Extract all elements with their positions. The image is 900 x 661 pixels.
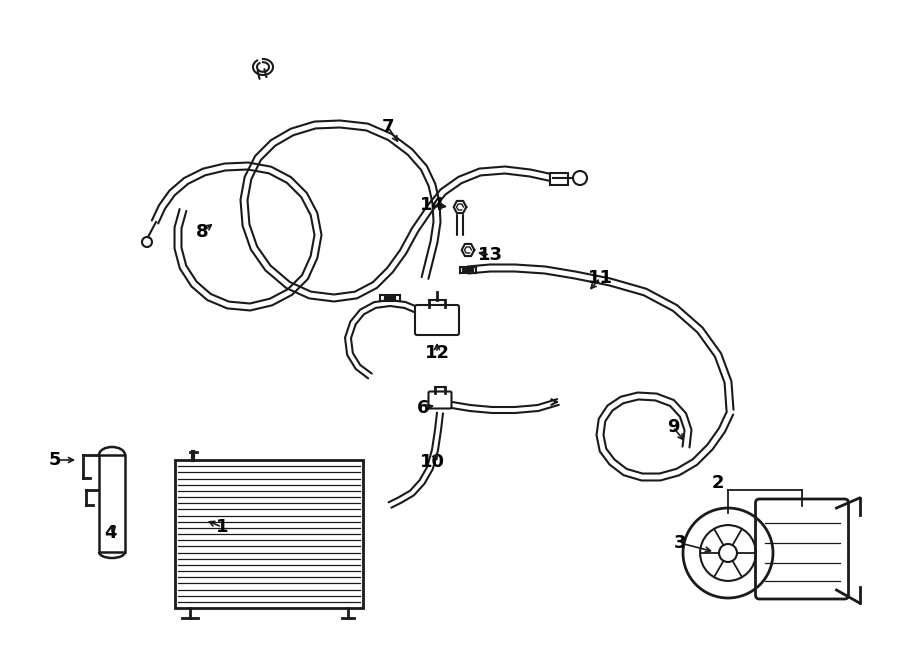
- Text: 8: 8: [195, 223, 208, 241]
- Text: 1: 1: [216, 518, 229, 536]
- Text: 2: 2: [712, 474, 724, 492]
- Bar: [99, 455, 125, 552]
- Text: 3: 3: [674, 534, 686, 552]
- Polygon shape: [454, 201, 466, 213]
- Text: 13: 13: [478, 246, 502, 264]
- Text: 7: 7: [382, 118, 394, 136]
- Text: 12: 12: [425, 344, 449, 362]
- Text: 9: 9: [667, 418, 680, 436]
- Text: 6: 6: [417, 399, 429, 417]
- FancyBboxPatch shape: [755, 499, 849, 599]
- Text: 10: 10: [419, 453, 445, 471]
- Text: 5: 5: [49, 451, 61, 469]
- FancyBboxPatch shape: [415, 305, 459, 335]
- Text: 14: 14: [419, 196, 445, 214]
- FancyBboxPatch shape: [428, 391, 452, 408]
- Polygon shape: [462, 244, 474, 256]
- Text: 4: 4: [104, 524, 116, 542]
- Text: 11: 11: [588, 269, 613, 287]
- Bar: [550, 173, 568, 185]
- Bar: [175, 460, 363, 608]
- Circle shape: [719, 544, 737, 562]
